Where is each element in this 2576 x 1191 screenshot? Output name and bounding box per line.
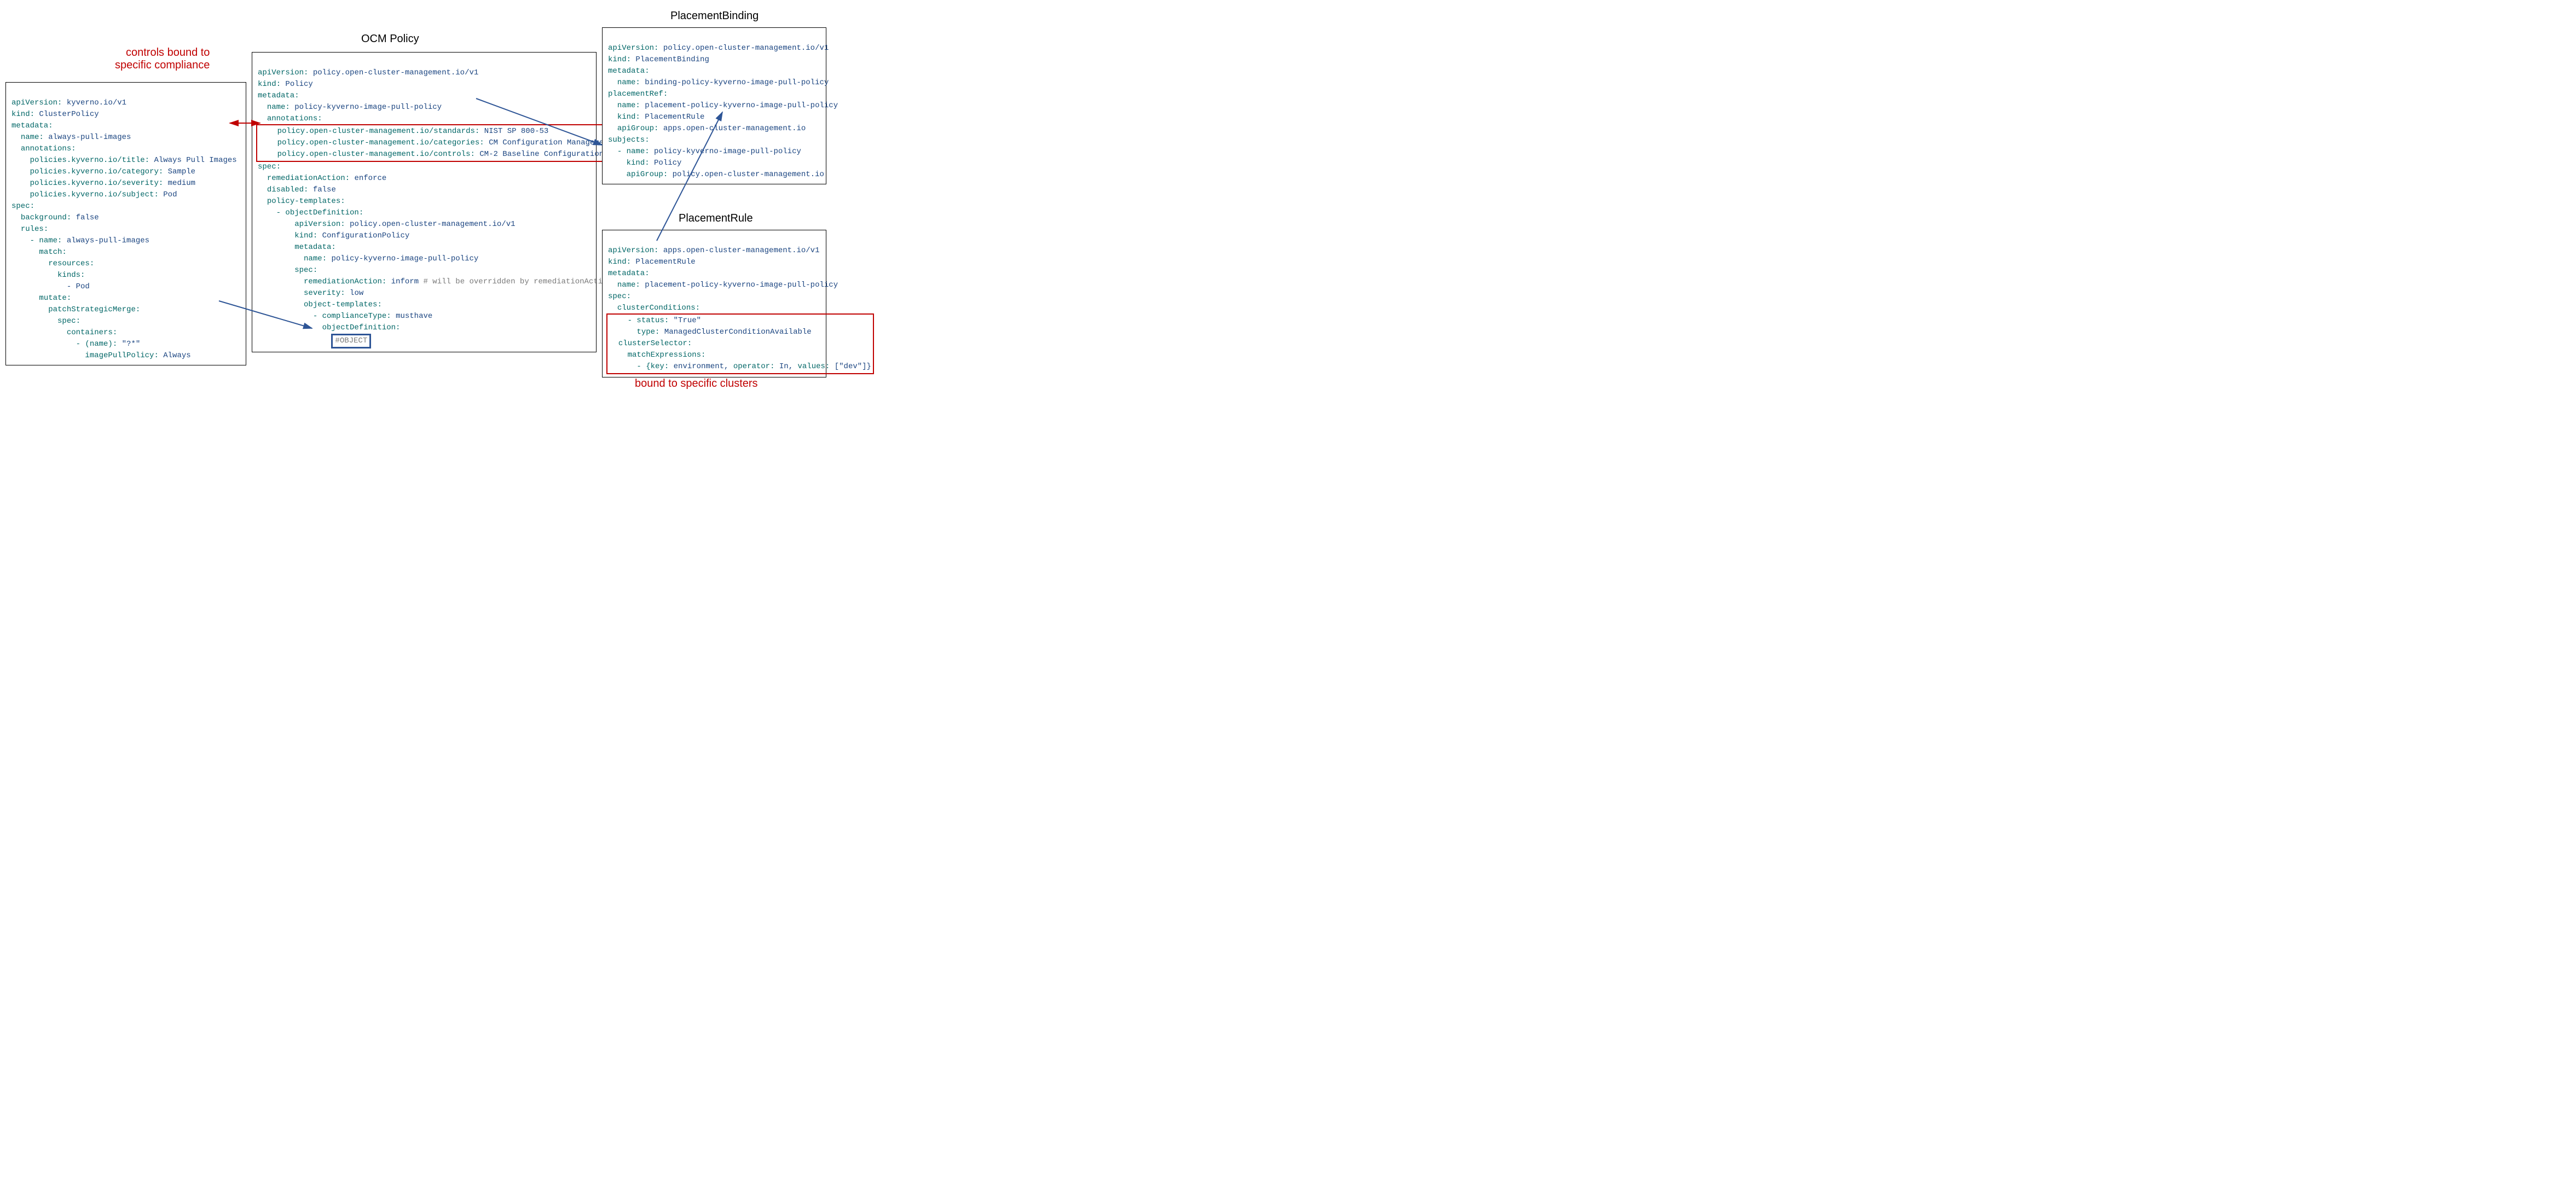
annotations-highlight: policy.open-cluster-management.io/standa… — [256, 124, 616, 162]
placement-binding-box: apiVersion: policy.open-cluster-manageme… — [602, 27, 826, 184]
ocm-policy-title: OCM Policy — [361, 33, 419, 45]
bound-clusters-label: bound to specific clusters — [635, 377, 758, 390]
kyverno-policy-box: apiVersion: kyverno.io/v1 kind: ClusterP… — [5, 82, 246, 365]
ocm-policy-box: apiVersion: policy.open-cluster-manageme… — [252, 52, 597, 352]
placement-rule-title: PlacementRule — [679, 212, 753, 225]
placement-binding-title: PlacementBinding — [670, 10, 759, 22]
cluster-selector-highlight: - status: "True" type: ManagedClusterCon… — [606, 313, 874, 374]
controls-bound-label: controls bound to specific compliance — [115, 47, 210, 72]
object-placeholder: #OBJECT — [331, 334, 371, 348]
placement-rule-box: apiVersion: apps.open-cluster-management… — [602, 230, 826, 377]
